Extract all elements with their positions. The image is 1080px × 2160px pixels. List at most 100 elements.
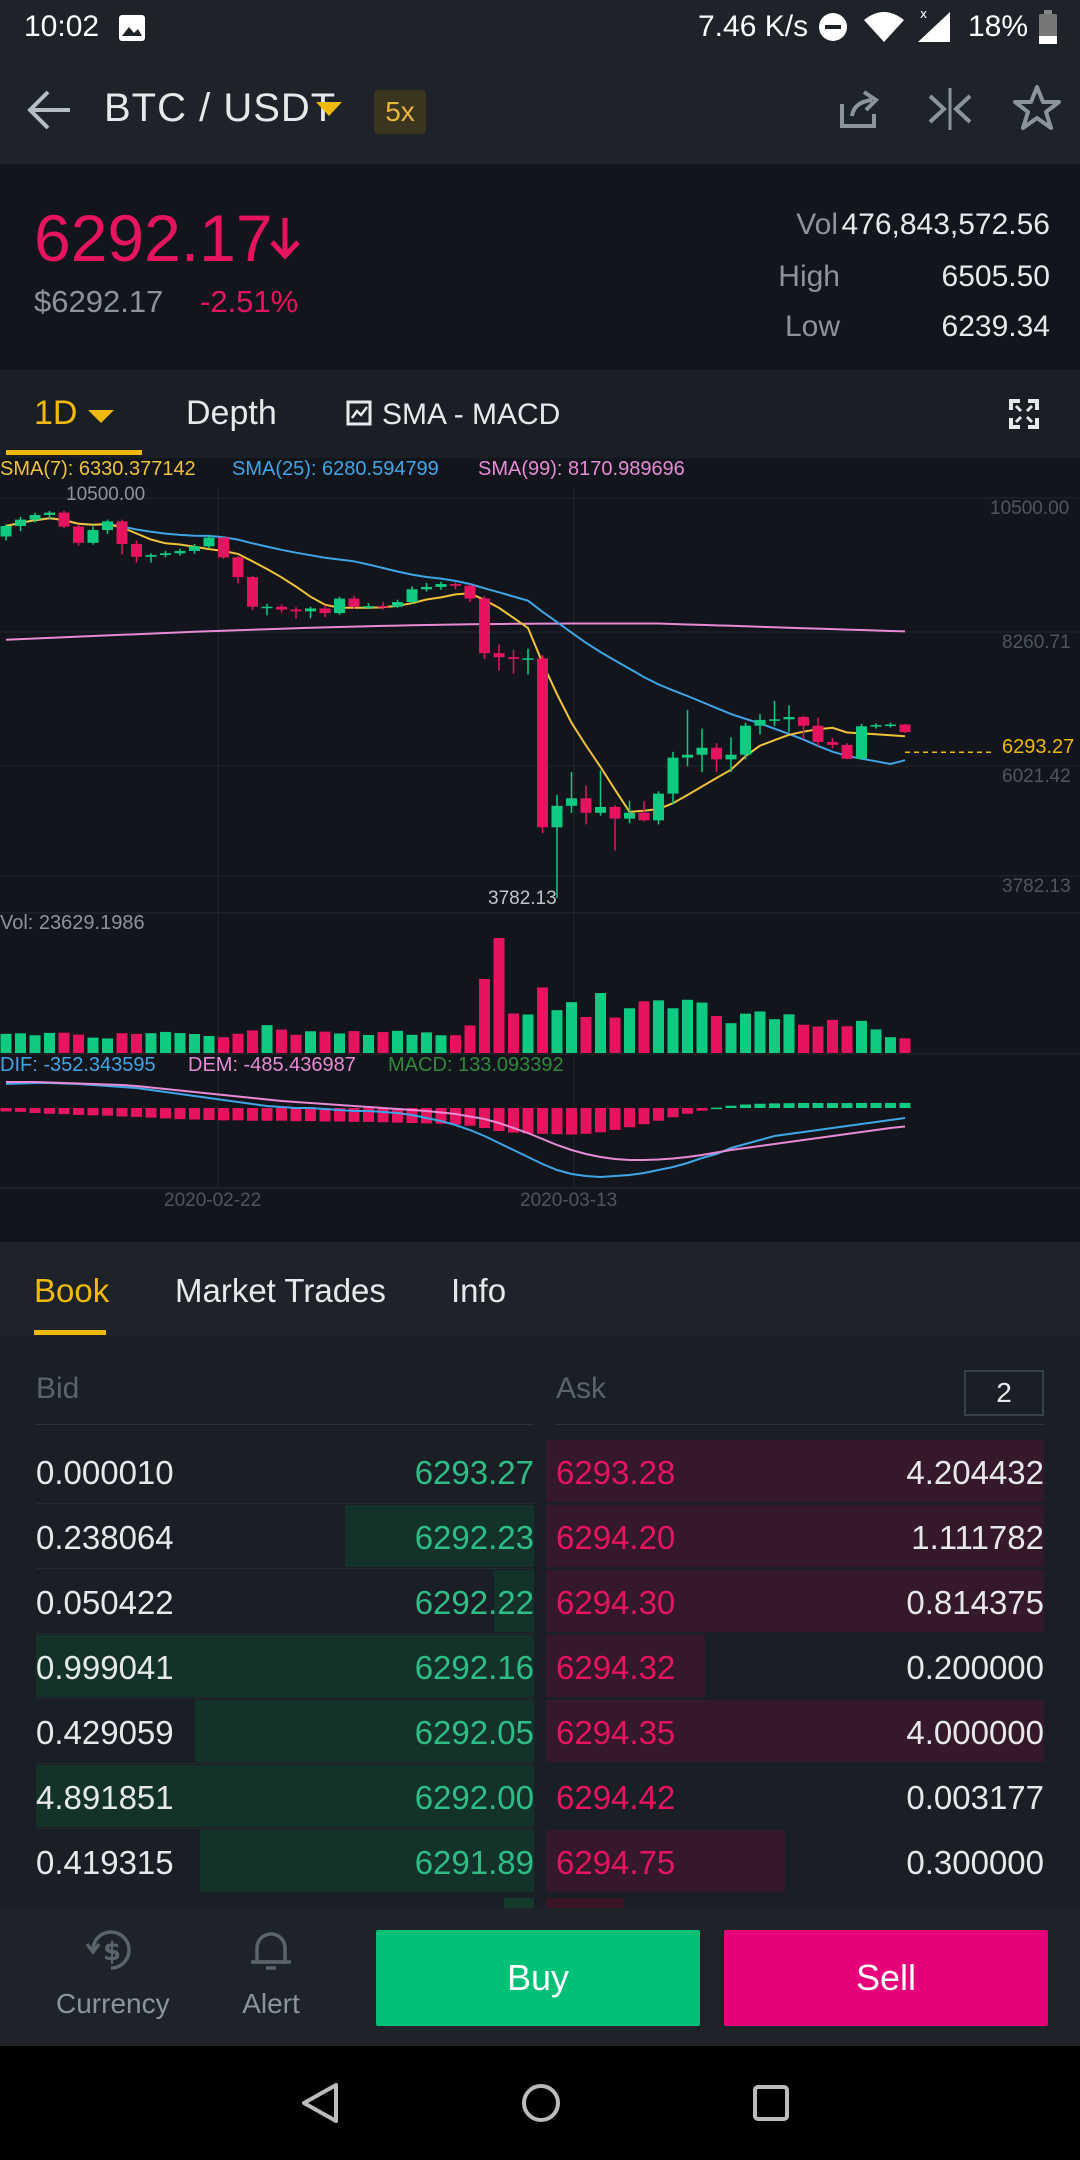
macd-histogram-bar xyxy=(725,1105,737,1108)
volume-bar xyxy=(435,1035,447,1053)
volume-bar xyxy=(232,1033,244,1053)
tab-depth[interactable]: Depth xyxy=(186,394,277,432)
bid-price: 6293.27 xyxy=(414,1454,534,1491)
back-arrow-icon[interactable] xyxy=(26,88,74,137)
candle-body xyxy=(15,519,26,526)
candle-body xyxy=(522,658,534,660)
bid-quantity: 0.429059 xyxy=(36,1714,174,1751)
order-book-row[interactable]: 0.999041 6292.16 6294.32 0.200000 xyxy=(0,1635,1080,1697)
candle-body xyxy=(740,725,751,755)
volume-bar xyxy=(624,1008,635,1053)
candle-body xyxy=(189,546,200,551)
volume-bar xyxy=(290,1034,302,1053)
pair-title[interactable]: BTC / USDT xyxy=(104,86,337,130)
nav-back-icon[interactable] xyxy=(300,2082,340,2129)
row-divider xyxy=(36,1698,534,1699)
candle-body xyxy=(261,606,273,609)
candle-body xyxy=(653,793,664,821)
interval-dropdown-icon[interactable] xyxy=(86,408,116,431)
candle-body xyxy=(464,585,476,599)
buy-button[interactable]: Buy xyxy=(376,1930,700,2026)
bid-quantity: 0.238064 xyxy=(36,1519,174,1556)
volume-bar xyxy=(73,1034,84,1053)
volume-bar xyxy=(856,1020,867,1053)
order-book-row[interactable]: 0.238064 6292.23 6294.20 1.111782 xyxy=(0,1505,1080,1567)
macd-histogram-bar xyxy=(435,1108,447,1124)
ask-header: Ask xyxy=(556,1372,607,1405)
order-book-row[interactable]: 4.891851 6292.00 6294.42 0.003177 xyxy=(0,1765,1080,1827)
macd-histogram-bar xyxy=(682,1108,693,1114)
macd-histogram-bar xyxy=(87,1108,99,1116)
volume-bar xyxy=(609,1017,621,1053)
fullscreen-icon[interactable] xyxy=(1008,398,1040,435)
order-book-row[interactable]: 0.429059 6292.05 6294.35 4.000000 xyxy=(0,1700,1080,1762)
tab-info[interactable]: Info xyxy=(451,1272,507,1309)
candle-body xyxy=(566,798,577,806)
alert-button[interactable]: Alert xyxy=(216,1922,326,2020)
macd-histogram-bar xyxy=(754,1103,766,1108)
order-book-row[interactable]: 0.419315 6291.89 6294.75 0.300000 xyxy=(0,1830,1080,1892)
volume-bar xyxy=(899,1038,911,1053)
volume-bar xyxy=(493,938,505,1053)
ask-depth-bar xyxy=(546,1700,1044,1762)
macd-histogram-bar xyxy=(537,1108,548,1134)
macd-histogram-bar xyxy=(421,1108,432,1124)
kline-chart[interactable]: SMA(7): 6330.377142 SMA(25): 6280.594799… xyxy=(0,458,1080,1238)
tab-book[interactable]: Book xyxy=(34,1272,110,1309)
vol-value: 476,843,572.56 xyxy=(841,208,1050,241)
bid-price: 6292.05 xyxy=(414,1714,534,1751)
macd-histogram-bar xyxy=(102,1108,113,1116)
candle-body xyxy=(421,586,432,590)
macd-histogram-bar xyxy=(174,1108,186,1120)
usd-price: $6292.17 xyxy=(34,284,164,319)
macd-histogram-bar xyxy=(450,1108,461,1125)
ask-price: 6294.30 xyxy=(556,1584,676,1621)
tab-interval[interactable]: 1D xyxy=(34,394,78,432)
chart-tabs: 1D Depth SMA - MACD xyxy=(0,370,1080,458)
low-label: Low xyxy=(784,310,840,343)
share-icon[interactable] xyxy=(836,86,882,137)
dem-line xyxy=(6,1081,906,1161)
tab-indicators[interactable]: SMA - MACD xyxy=(382,398,561,431)
order-book-row[interactable]: 0.000010 6293.27 6293.28 4.204432 xyxy=(0,1440,1080,1502)
nav-home-icon[interactable] xyxy=(520,2082,562,2129)
macd-histogram-bar xyxy=(653,1108,664,1121)
volume-bar xyxy=(870,1029,882,1053)
indicator-icon[interactable] xyxy=(346,400,374,433)
candle-body xyxy=(247,577,258,607)
image-notification-icon xyxy=(118,14,146,47)
candle-body xyxy=(406,589,418,603)
svg-text:x: x xyxy=(920,8,927,21)
macd-histogram-bar xyxy=(624,1108,635,1128)
ask-price: 6294.35 xyxy=(556,1714,676,1751)
bid-price: 6292.16 xyxy=(414,1649,534,1686)
candle-body xyxy=(856,726,867,759)
volume-bar xyxy=(392,1030,403,1053)
compare-icon[interactable] xyxy=(926,86,974,137)
tab-market-trades[interactable]: Market Trades xyxy=(175,1272,386,1309)
nav-recents-icon[interactable] xyxy=(752,2084,790,2127)
favorite-star-icon[interactable] xyxy=(1012,84,1062,137)
pair-dropdown-icon[interactable] xyxy=(314,100,344,125)
candle-body xyxy=(276,606,287,610)
sell-button[interactable]: Sell xyxy=(724,1930,1048,2026)
dem-label: DEM: -485.436987 xyxy=(188,1054,356,1076)
bid-header: Bid xyxy=(36,1372,80,1405)
ask-price: 6293.28 xyxy=(556,1454,676,1491)
candle-body xyxy=(348,598,360,607)
header-divider-right xyxy=(556,1424,1044,1425)
currency-button[interactable]: $ Currency xyxy=(56,1922,170,2020)
volume-bar xyxy=(479,979,490,1053)
macd-histogram-bar xyxy=(348,1108,360,1122)
volume-bar xyxy=(189,1034,200,1053)
macd-histogram-bar xyxy=(885,1102,896,1108)
macd-histogram-bar xyxy=(609,1108,621,1130)
bid-price: 6292.22 xyxy=(414,1584,534,1621)
precision-selector[interactable]: 2 xyxy=(964,1370,1044,1416)
y-label-3: 6021.42 xyxy=(1002,766,1071,787)
macd-histogram-bar xyxy=(638,1108,650,1125)
volume-bar xyxy=(116,1033,128,1053)
volume-bar xyxy=(406,1034,418,1053)
price-down-arrow-icon xyxy=(268,216,302,265)
order-book-row[interactable]: 0.050422 6292.22 6294.30 0.814375 xyxy=(0,1570,1080,1632)
